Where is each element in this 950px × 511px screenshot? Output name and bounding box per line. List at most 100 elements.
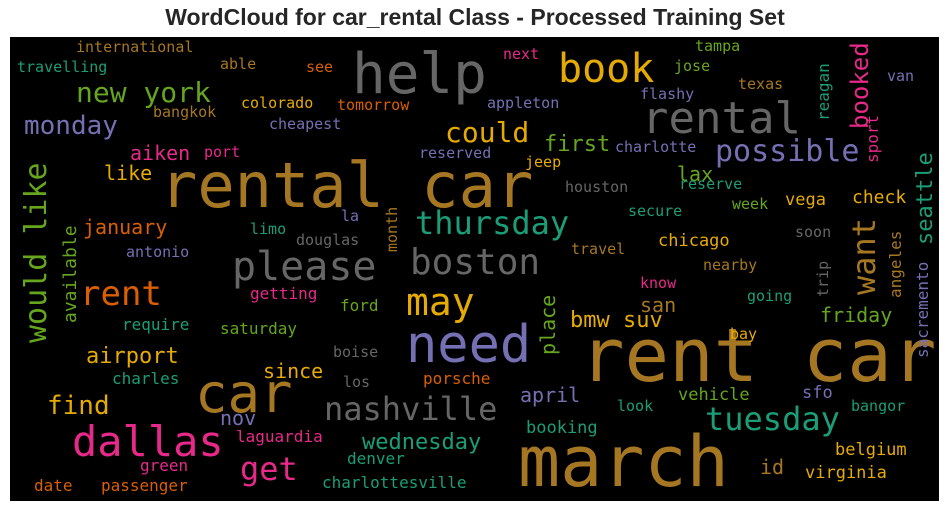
word-rent-car: rent car xyxy=(580,313,937,399)
word-green: green xyxy=(140,456,189,475)
word-douglas: douglas xyxy=(296,231,360,249)
word-nearby: nearby xyxy=(703,256,758,274)
word-able: able xyxy=(220,55,257,73)
word-month: month xyxy=(383,206,401,252)
word-seattle: seattle xyxy=(913,152,938,245)
word-id: id xyxy=(760,455,785,479)
word-know: know xyxy=(640,274,677,292)
word-bay: bay xyxy=(730,325,758,343)
chart-title: WordCloud for car_rental Class - Process… xyxy=(165,4,785,30)
word-boston: boston xyxy=(410,242,541,283)
word-first: first xyxy=(544,132,611,157)
word-soon: soon xyxy=(795,223,832,241)
word-require: require xyxy=(122,315,190,334)
word-jose: jose xyxy=(674,57,711,75)
word-charlotte: charlotte xyxy=(615,138,697,156)
word-since: since xyxy=(263,359,324,383)
word-available: available xyxy=(60,225,81,323)
word-wednesday: wednesday xyxy=(362,430,482,455)
word-sacremento: sacremento xyxy=(913,261,932,358)
word-april: april xyxy=(520,383,581,407)
word-rental-car: rental car xyxy=(160,149,534,222)
word-bmw-suv: bmw suv xyxy=(570,308,663,333)
word-cheapest: cheapest xyxy=(269,115,342,133)
word-los: los xyxy=(343,373,371,391)
word-week: week xyxy=(732,195,769,213)
word-laguardia: laguardia xyxy=(236,427,323,446)
word-sport: sport xyxy=(863,114,882,163)
word-charlottesville: charlottesville xyxy=(322,473,467,492)
word-look: look xyxy=(617,397,654,415)
word-travel: travel xyxy=(571,240,626,258)
word-getting: getting xyxy=(250,284,318,303)
word-thursday: thursday xyxy=(415,204,570,242)
word-denver: denver xyxy=(347,449,405,468)
word-possible: possible xyxy=(715,134,860,169)
word-dallas: dallas xyxy=(72,417,224,466)
word-belgium: belgium xyxy=(835,440,907,460)
word-cloud: rent car march rental car help need car rental… xyxy=(10,37,939,501)
word-nov: nov xyxy=(220,406,257,430)
word-trip: trip xyxy=(814,260,832,297)
word-vehicle: vehicle xyxy=(678,385,750,405)
word-international: international xyxy=(76,38,194,56)
word-chicago: chicago xyxy=(658,231,730,251)
word-nashville: nashville xyxy=(324,390,498,428)
word-may: may xyxy=(406,280,475,324)
word-limo: limo xyxy=(250,220,287,238)
word-reserved: reserved xyxy=(419,144,492,162)
word-get: get xyxy=(240,450,298,488)
word-ford: ford xyxy=(340,296,379,315)
word-lax: lax xyxy=(677,162,714,186)
word-passenger: passenger xyxy=(101,476,188,495)
word-friday: friday xyxy=(820,303,893,327)
word-texas: texas xyxy=(738,75,784,93)
word-reserve: reserve xyxy=(679,175,743,193)
word-reagan: reagan xyxy=(814,63,833,121)
word-date: date xyxy=(34,476,73,495)
word-bangkok: bangkok xyxy=(153,103,217,121)
word-san: san xyxy=(640,293,677,317)
word-flashy: flashy xyxy=(640,85,695,103)
word-see: see xyxy=(306,58,334,76)
word-virginia: virginia xyxy=(805,463,887,483)
word-next: next xyxy=(503,45,540,63)
word-want: want xyxy=(845,217,883,295)
word-book: book xyxy=(558,46,655,92)
word-please: please xyxy=(232,244,377,290)
word-need: need xyxy=(406,315,532,375)
word-would-like: would like xyxy=(19,162,54,343)
word-going: going xyxy=(747,287,793,305)
word-colorado: colorado xyxy=(241,94,314,112)
word-aiken: aiken xyxy=(130,141,191,165)
word-help: help xyxy=(352,42,487,107)
word-january: january xyxy=(83,215,168,239)
word-boise: boise xyxy=(333,343,379,361)
word-vega: vega xyxy=(785,190,826,210)
word-bangor: bangor xyxy=(851,397,906,415)
word-place: place xyxy=(536,294,560,355)
word-booking: booking xyxy=(526,418,598,438)
word-charles: charles xyxy=(112,369,180,388)
word-jeep: jeep xyxy=(525,153,562,171)
word-port: port xyxy=(204,143,241,161)
word-car: car xyxy=(195,362,293,425)
word-find: find xyxy=(47,391,110,421)
word-sfo: sfo xyxy=(802,383,833,403)
word-like: like xyxy=(104,161,153,185)
word-angeles: angeles xyxy=(886,230,905,298)
word-la: la xyxy=(341,207,360,225)
word-secure: secure xyxy=(628,202,683,220)
word-antonio: antonio xyxy=(126,243,190,261)
word-march: march xyxy=(518,421,729,501)
word-porsche: porsche xyxy=(423,369,491,388)
word-appleton: appleton xyxy=(487,94,560,112)
word-could: could xyxy=(445,116,530,149)
word-travelling: travelling xyxy=(17,58,108,76)
word-van: van xyxy=(887,67,915,85)
word-saturday: saturday xyxy=(220,319,298,338)
word-monday: monday xyxy=(24,111,118,141)
word-check: check xyxy=(852,187,907,208)
word-airport: airport xyxy=(86,344,179,369)
word-rental: rental xyxy=(642,93,801,144)
